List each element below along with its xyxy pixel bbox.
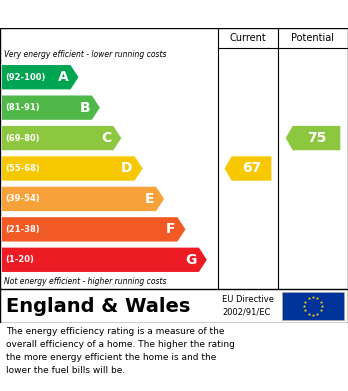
- Polygon shape: [286, 126, 340, 150]
- Bar: [282, 292, 344, 320]
- Text: (1-20): (1-20): [5, 255, 34, 264]
- Text: Current: Current: [230, 33, 266, 43]
- Text: (39-54): (39-54): [5, 194, 40, 203]
- Text: The energy efficiency rating is a measure of the
overall efficiency of a home. T: The energy efficiency rating is a measur…: [6, 327, 235, 375]
- Polygon shape: [2, 156, 143, 181]
- Text: Potential: Potential: [292, 33, 334, 43]
- Text: Not energy efficient - higher running costs: Not energy efficient - higher running co…: [4, 278, 166, 287]
- Text: 67: 67: [242, 161, 261, 176]
- Text: England & Wales: England & Wales: [6, 296, 190, 316]
- Text: (81-91): (81-91): [5, 103, 40, 112]
- Text: (21-38): (21-38): [5, 225, 40, 234]
- Text: Energy Efficiency Rating: Energy Efficiency Rating: [8, 7, 199, 21]
- Text: (55-68): (55-68): [5, 164, 40, 173]
- Text: D: D: [121, 161, 133, 176]
- Polygon shape: [2, 126, 121, 150]
- Text: G: G: [185, 253, 197, 267]
- Polygon shape: [224, 156, 271, 181]
- Text: E: E: [144, 192, 154, 206]
- Text: C: C: [101, 131, 111, 145]
- Text: 75: 75: [307, 131, 326, 145]
- Polygon shape: [2, 95, 100, 120]
- Text: EU Directive
2002/91/EC: EU Directive 2002/91/EC: [222, 295, 274, 317]
- Polygon shape: [2, 217, 185, 242]
- Text: A: A: [58, 70, 69, 84]
- Text: (92-100): (92-100): [5, 73, 45, 82]
- Polygon shape: [2, 187, 164, 211]
- Polygon shape: [2, 65, 79, 90]
- Text: F: F: [166, 222, 175, 236]
- Text: B: B: [79, 100, 90, 115]
- Text: Very energy efficient - lower running costs: Very energy efficient - lower running co…: [4, 50, 166, 59]
- Polygon shape: [2, 248, 207, 272]
- Text: (69-80): (69-80): [5, 134, 40, 143]
